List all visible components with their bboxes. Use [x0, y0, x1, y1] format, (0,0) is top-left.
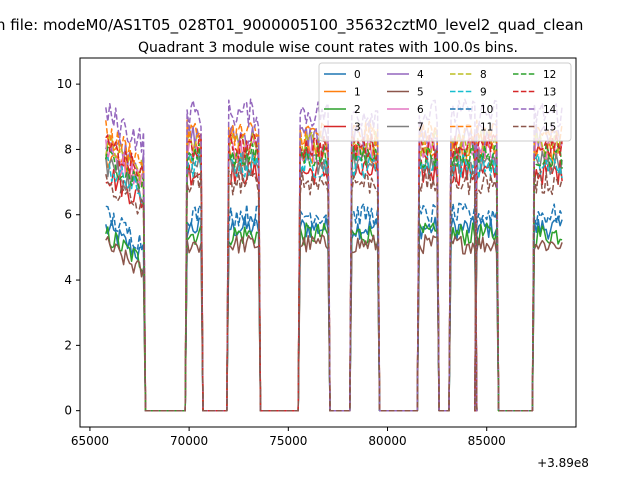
x-tick-label: 75000 — [269, 434, 307, 448]
series-line-0 — [105, 215, 563, 412]
series-line-1 — [105, 139, 563, 412]
series-line-12 — [105, 142, 563, 412]
y-tick-label: 6 — [64, 208, 72, 222]
legend-label-4: 4 — [417, 69, 424, 81]
series-line-7 — [105, 148, 563, 412]
series-line-5 — [105, 234, 563, 412]
legend-frame — [318, 62, 572, 142]
chart-title: Quadrant 3 module wise count rates with … — [138, 40, 518, 56]
y-tick-label: 0 — [64, 404, 72, 418]
y-tick-label: 2 — [64, 338, 72, 352]
series-line-2 — [105, 222, 563, 412]
x-tick-label: 70000 — [170, 434, 208, 448]
legend-label-8: 8 — [480, 69, 487, 81]
series-line-3 — [105, 159, 563, 412]
legend-label-2: 2 — [354, 104, 361, 116]
legend-label-7: 7 — [417, 122, 424, 134]
legend-label-5: 5 — [417, 87, 424, 99]
legend-label-15: 15 — [543, 122, 556, 134]
x-tick-label: 80000 — [368, 434, 406, 448]
legend-label-3: 3 — [354, 122, 361, 134]
x-tick-label: 65000 — [71, 434, 109, 448]
y-tick-label: 8 — [64, 142, 72, 156]
legend-label-0: 0 — [354, 69, 361, 81]
y-tick-label: 10 — [57, 77, 72, 91]
y-tick-label: 4 — [64, 273, 72, 287]
legend-label-10: 10 — [480, 104, 493, 116]
series-line-6 — [105, 136, 563, 412]
series-line-9 — [105, 152, 563, 412]
series-line-15 — [105, 168, 563, 412]
series-line-10 — [105, 202, 563, 412]
y-axis: 0 2 4 6 8 10 — [57, 77, 80, 418]
legend-label-12: 12 — [543, 69, 556, 81]
x-tick-label: 85000 — [468, 434, 506, 448]
series-layer — [105, 98, 563, 412]
legend-label-9: 9 — [480, 87, 487, 99]
axes-frame — [79, 57, 577, 428]
legend-label-14: 14 — [543, 104, 557, 116]
x-axis: 65000 70000 75000 80000 85000 — [71, 427, 506, 448]
chart-suptitle: n file: modeM0/AS1T05_028T01_9000005100_… — [0, 16, 583, 35]
legend-label-6: 6 — [417, 104, 424, 116]
series-line-4 — [105, 122, 563, 412]
x-offset-label: +3.89e8 — [537, 456, 589, 470]
legend-label-13: 13 — [543, 87, 556, 99]
legend-label-11: 11 — [480, 122, 493, 134]
legend-label-1: 1 — [354, 87, 361, 99]
